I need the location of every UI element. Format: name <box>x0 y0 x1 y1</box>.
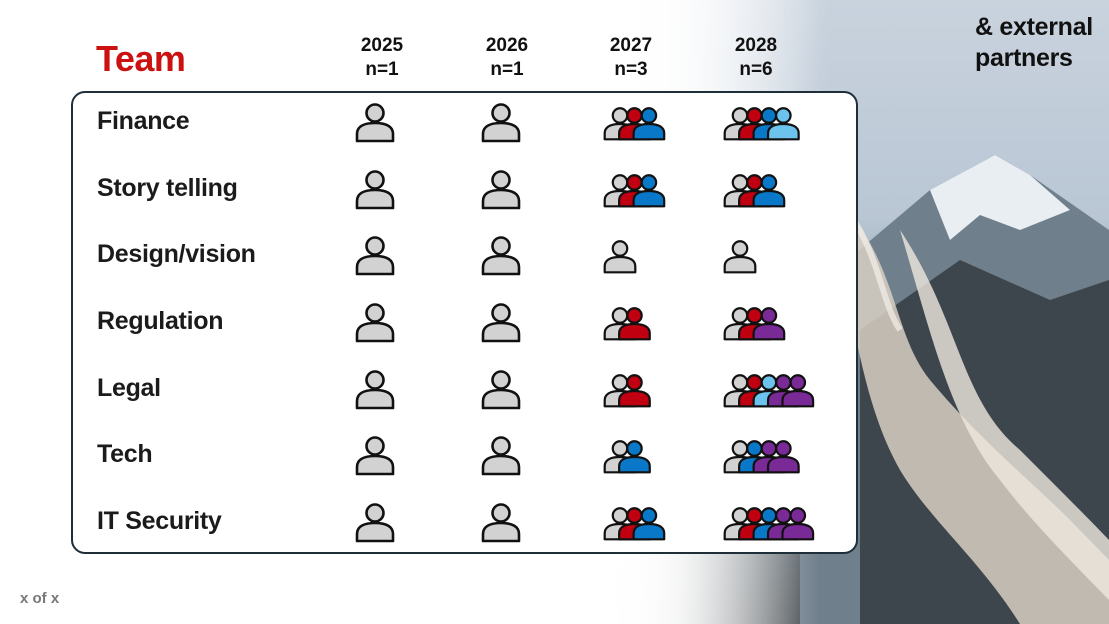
row-label-design-vision: Design/vision <box>97 240 256 268</box>
mountain-illustration <box>800 155 1109 624</box>
people-cell-2026 <box>481 168 523 218</box>
year-count: n=3 <box>614 59 648 80</box>
people-cell-2025 <box>355 368 397 418</box>
person-icon <box>355 370 395 410</box>
person-icon <box>481 103 521 143</box>
people-cell-2026 <box>481 234 523 284</box>
row-label-finance: Finance <box>97 107 190 135</box>
people-cell-2027 <box>603 501 668 551</box>
team-table-panel <box>71 91 858 554</box>
page-counter: x of x <box>20 590 60 607</box>
people-cell-2028 <box>723 168 788 218</box>
person-icon <box>723 240 757 274</box>
person-icon <box>481 303 521 343</box>
people-cell-2025 <box>355 301 397 351</box>
person-icon <box>355 236 395 276</box>
people-cell-2026 <box>481 434 523 484</box>
people-cell-2026 <box>481 501 523 551</box>
year-label: 2026 <box>485 35 529 56</box>
people-cell-2025 <box>355 434 397 484</box>
person-icon <box>355 303 395 343</box>
person-icon <box>481 436 521 476</box>
row-label-tech: Tech <box>97 440 153 468</box>
row-label-it-security: IT Security <box>97 507 222 535</box>
people-cell-2027 <box>603 101 668 151</box>
person-icon <box>603 240 637 274</box>
people-cell-2026 <box>481 301 523 351</box>
person-icon <box>355 103 395 143</box>
year-header-2027: 2027 n=3 <box>591 34 671 82</box>
people-cell-2028 <box>723 101 802 151</box>
person-icon <box>766 440 800 474</box>
person-icon <box>481 236 521 276</box>
people-cell-2025 <box>355 501 397 551</box>
person-icon <box>355 503 395 543</box>
people-cell-2027 <box>603 368 653 418</box>
person-icon <box>632 507 666 541</box>
person-icon <box>781 507 815 541</box>
page-title: Team <box>96 38 186 79</box>
person-icon <box>632 107 666 141</box>
people-cell-2026 <box>481 368 523 418</box>
people-cell-2028 <box>723 234 759 284</box>
row-label-story-telling: Story telling <box>97 174 238 202</box>
year-label: 2028 <box>734 35 778 56</box>
person-icon <box>355 436 395 476</box>
people-cell-2028 <box>723 434 802 484</box>
person-icon <box>781 374 815 408</box>
person-icon <box>766 107 800 141</box>
person-icon <box>355 170 395 210</box>
row-label-regulation: Regulation <box>97 307 224 335</box>
people-cell-2026 <box>481 101 523 151</box>
person-icon <box>752 174 786 208</box>
year-count: n=1 <box>365 59 399 80</box>
year-label: 2027 <box>609 35 653 56</box>
person-icon <box>618 307 651 341</box>
person-icon <box>481 170 521 210</box>
people-cell-2027 <box>603 234 639 284</box>
people-cell-2025 <box>355 101 397 151</box>
person-icon <box>632 174 666 208</box>
people-cell-2028 <box>723 368 817 418</box>
person-icon <box>481 370 521 410</box>
year-header-2028: 2028 n=6 <box>716 34 796 82</box>
people-cell-2025 <box>355 234 397 284</box>
people-cell-2027 <box>603 301 653 351</box>
person-icon <box>618 440 651 474</box>
person-icon <box>618 374 651 408</box>
people-cell-2027 <box>603 434 653 484</box>
person-icon <box>752 307 786 341</box>
year-label: 2025 <box>360 35 404 56</box>
year-header-2026: 2026 n=1 <box>467 34 547 82</box>
people-cell-2028 <box>723 501 817 551</box>
people-cell-2025 <box>355 168 397 218</box>
year-count: n=6 <box>739 59 773 80</box>
year-header-2025: 2025 n=1 <box>342 34 422 82</box>
people-cell-2028 <box>723 301 788 351</box>
year-count: n=1 <box>490 59 524 80</box>
row-label-legal: Legal <box>97 374 161 402</box>
people-cell-2027 <box>603 168 668 218</box>
external-partners-note: & external partners <box>975 13 1093 72</box>
person-icon <box>481 503 521 543</box>
